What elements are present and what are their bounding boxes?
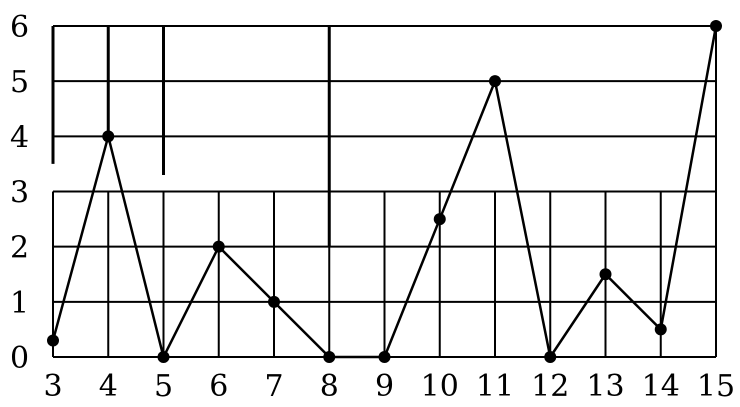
data-point — [433, 213, 446, 226]
data-point — [710, 20, 722, 32]
x-tick-label: 8 — [320, 369, 339, 404]
data-point — [378, 351, 391, 363]
x-tick-label: 9 — [375, 369, 394, 404]
y-tick-label: 6 — [10, 10, 29, 45]
y-tick-label: 3 — [10, 176, 29, 211]
y-tick-label: 0 — [10, 341, 29, 376]
x-tick-label: 7 — [264, 369, 283, 404]
y-tick-label: 1 — [10, 286, 29, 321]
data-point — [599, 268, 612, 281]
series-points — [47, 20, 722, 363]
data-point — [157, 351, 170, 363]
y-axis-ticks: 0 1 2 3 4 5 6 — [10, 10, 29, 376]
grid-lines — [52, 25, 717, 358]
x-tick-label: 12 — [531, 369, 569, 404]
x-tick-label: 15 — [697, 369, 735, 404]
x-tick-label: 3 — [43, 369, 62, 404]
x-axis-ticks: 3 4 5 6 7 8 9 10 11 12 13 14 15 — [43, 369, 735, 404]
data-point — [489, 75, 501, 88]
x-tick-label: 14 — [642, 369, 680, 404]
data-point — [654, 323, 667, 336]
y-tick-label: 4 — [10, 120, 29, 155]
data-point — [47, 334, 59, 347]
x-tick-label: 6 — [209, 369, 228, 404]
data-point — [323, 351, 336, 363]
y-tick-label: 5 — [10, 65, 29, 100]
x-tick-label: 4 — [99, 369, 118, 404]
y-tick-label: 2 — [10, 231, 29, 266]
partial-vertical-markers — [51, 26, 717, 357]
data-point — [102, 130, 115, 143]
data-point — [212, 240, 225, 253]
data-point — [544, 351, 557, 363]
data-point — [268, 295, 280, 308]
x-tick-label: 10 — [421, 369, 459, 404]
x-tick-label: 11 — [476, 369, 514, 404]
x-tick-label: 13 — [586, 369, 624, 404]
x-tick-label: 5 — [154, 369, 173, 404]
